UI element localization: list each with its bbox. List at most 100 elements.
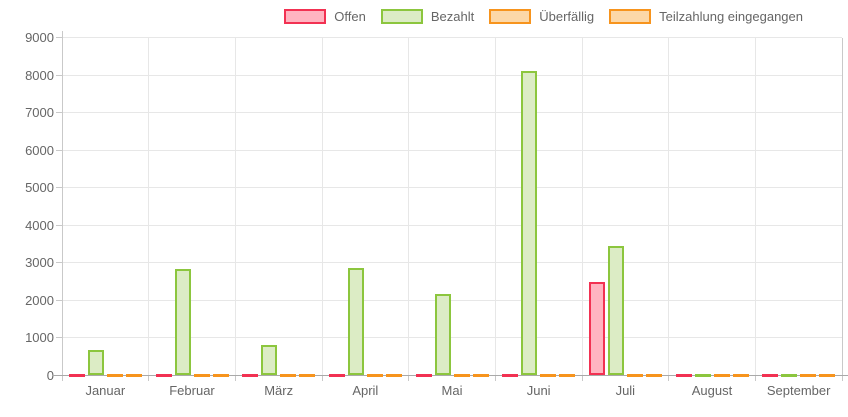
x-gridline [754,37,756,376]
x-axis-category-label: Juni [526,382,551,398]
y-axis-tick-label: 7000 [25,105,54,121]
y-gridline [62,187,842,189]
bar-zero-märz-3 [280,373,297,377]
legend-item-3[interactable]: Überfällig [489,9,594,24]
bar-juli-1 [588,281,605,376]
chart-legend: Offen Bezahlt Überfällig Teilzahlung eingeg… [284,9,803,24]
y-gridline [62,299,842,301]
x-axis-category-label: Mai [441,382,463,398]
y-axis-tick [56,262,62,264]
y-axis-tick [56,337,62,339]
legend-swatch-icon [489,9,532,24]
bar-zero-juli-4 [645,373,662,377]
bar-mai-2 [434,294,451,376]
x-axis-category-label: August [691,382,733,398]
bar-juli-2 [607,245,624,376]
x-gridline [841,37,843,376]
bar-zero-mai-1 [415,373,432,377]
bar-zero-april-4 [385,373,402,377]
bar-zero-juli-3 [626,373,643,377]
bar-zero-märz-1 [242,373,259,377]
y-axis-tick [56,299,62,301]
y-axis-tick-label: 9000 [25,30,54,45]
y-axis-tick-label: 0 [46,368,54,383]
legend-label: Offen [334,9,366,24]
bar-zero-september-1 [762,373,779,377]
bar-zero-februar-1 [155,373,172,377]
x-axis-category-label: April [352,382,379,398]
x-axis-tick [841,375,843,381]
x-axis-category-label: Juli [615,382,636,398]
x-gridline [668,37,670,376]
x-gridline [408,37,410,376]
bar-februar-2 [174,269,191,376]
bar-zero-juni-3 [540,373,557,377]
bar-märz-2 [261,345,278,376]
bar-april-2 [347,267,364,376]
legend-swatch-icon [380,9,423,24]
y-gridline [62,149,842,151]
y-axis-tick [56,187,62,189]
legend-item-4[interactable]: Teilzahlung eingegangen [609,9,803,24]
x-axis-category-label: Januar [85,382,126,398]
legend-label: Bezahlt [430,9,475,24]
bar-juni-2 [521,70,538,376]
bar-zero-september-4 [819,373,836,377]
x-axis-tick [754,375,756,381]
x-axis-tick [668,375,670,381]
x-gridline [148,37,150,376]
bar-zero-mai-3 [453,373,470,377]
x-axis-tick [321,375,323,381]
bar-zero-juni-4 [559,373,576,377]
bar-zero-märz-4 [299,373,316,377]
bar-zero-juni-1 [502,373,519,377]
x-gridline [494,37,496,376]
bar-zero-september-3 [800,373,817,377]
bar-zero-august-3 [713,373,730,377]
y-gridline [62,74,842,76]
y-axis-tick-label: 8000 [25,67,54,83]
y-axis-tick-label: 6000 [25,142,54,158]
x-axis-category-label: Februar [169,382,215,398]
bar-zero-mai-4 [472,373,489,377]
y-axis-tick-label: 1000 [25,330,54,346]
y-axis-tick [56,37,62,38]
legend-item-1[interactable]: Offen [284,9,366,24]
bar-januar-2 [87,349,104,376]
bar-zero-januar-1 [68,373,85,377]
bar-zero-februar-3 [193,373,210,377]
legend-item-2[interactable]: Bezahlt [380,9,475,24]
y-axis-tick [56,112,62,114]
y-gridline [62,224,842,226]
y-gridline [62,337,842,339]
y-axis-tick-label: 4000 [25,217,54,233]
y-axis-tick-label: 2000 [25,292,54,308]
bar-zero-januar-3 [106,373,123,377]
y-axis-tick-label: 3000 [25,255,54,271]
y-axis-tick [56,149,62,151]
y-gridline [62,112,842,114]
legend-label: Teilzahlung eingegangen [659,9,803,24]
bar-zero-april-1 [328,373,345,377]
y-gridline [62,262,842,264]
legend-label: Überfällig [539,9,595,24]
x-axis-category-label: März [264,382,294,398]
x-axis-tick [581,375,583,381]
x-gridline [234,37,236,376]
bar-zero-januar-4 [125,373,142,377]
y-gridline [62,37,842,38]
x-gridline [321,37,323,376]
legend-swatch-icon [609,9,652,24]
x-axis-tick [148,375,150,381]
x-axis-tick [408,375,410,381]
y-axis-line [61,31,63,381]
bar-zero-august-1 [675,373,692,377]
y-axis-tick [56,224,62,226]
bar-zero-april-3 [366,373,383,377]
legend-swatch-icon [284,9,327,24]
x-axis-tick [494,375,496,381]
x-gridline [581,37,583,376]
x-axis-tick [234,375,236,381]
bar-zero-august-2 [694,373,711,377]
